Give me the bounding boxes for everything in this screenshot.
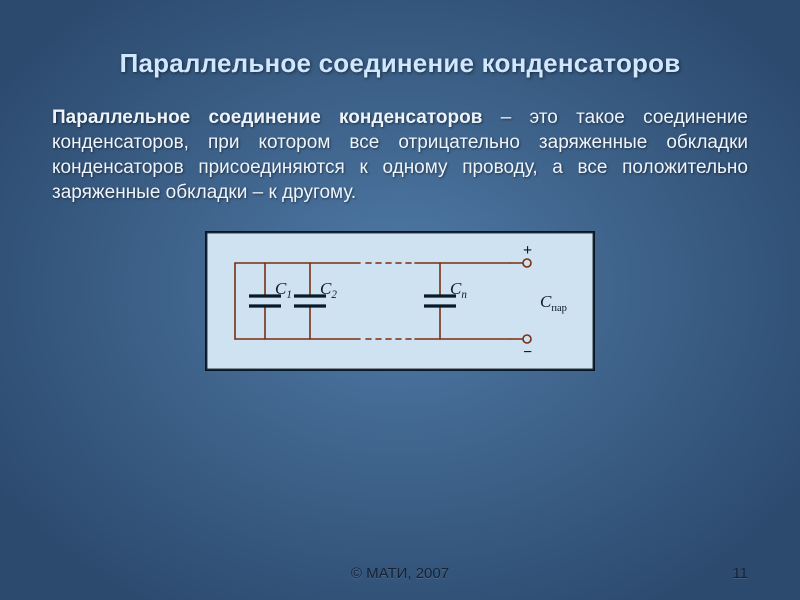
slide: Параллельное соединение конденсаторов Па… — [0, 0, 800, 600]
plus-icon: + — [523, 242, 532, 259]
slide-title: Параллельное соединение конденсаторов — [52, 48, 748, 79]
body-paragraph: Параллельное соединение конденсаторов – … — [52, 105, 748, 205]
footer: © МАТИ, 2007 11 — [0, 565, 800, 582]
footer-spacer — [52, 565, 112, 582]
footer-copyright: © МАТИ, 2007 — [112, 565, 688, 582]
circuit-diagram: C1C2Cn+−Cпар — [205, 231, 595, 371]
paragraph-strong: Параллельное соединение конденсаторов — [52, 107, 482, 128]
footer-page-number: 11 — [688, 565, 748, 582]
minus-icon: − — [523, 344, 532, 361]
